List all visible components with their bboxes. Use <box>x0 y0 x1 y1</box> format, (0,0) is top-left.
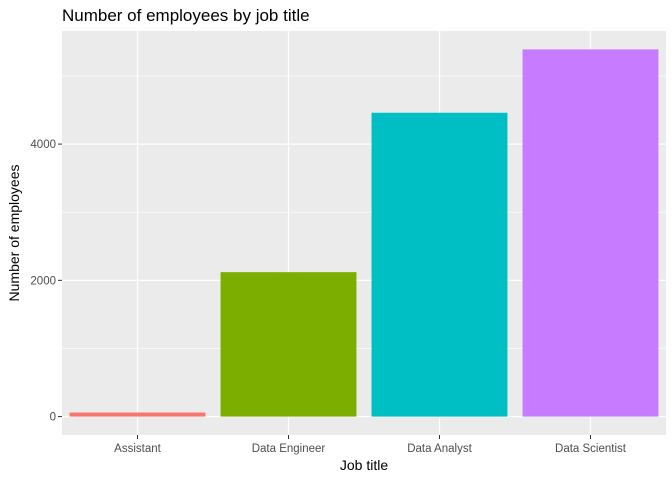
y-axis-title: Number of employees <box>6 165 22 302</box>
x-tick-label: Assistant <box>114 443 161 455</box>
x-tick-label: Data Scientist <box>555 443 627 455</box>
y-tick-label: 0 <box>50 412 56 424</box>
x-axis-ticks: Assistant Data Engineer Data Analyst Data S… <box>114 435 627 455</box>
y-tick-label: 2000 <box>30 275 56 287</box>
bar <box>69 412 206 417</box>
chart-title: Number of employees by job title <box>62 6 310 25</box>
y-tick-label: 4000 <box>30 139 56 151</box>
bar <box>522 49 659 417</box>
x-tick-label: Data Engineer <box>252 443 326 455</box>
bars <box>69 49 659 417</box>
x-axis-title: Job title <box>340 457 388 473</box>
x-tick-label: Data Analyst <box>407 443 472 455</box>
bar <box>371 112 508 417</box>
y-axis-ticks: 0 2000 4000 <box>30 139 62 424</box>
bar <box>220 272 357 417</box>
